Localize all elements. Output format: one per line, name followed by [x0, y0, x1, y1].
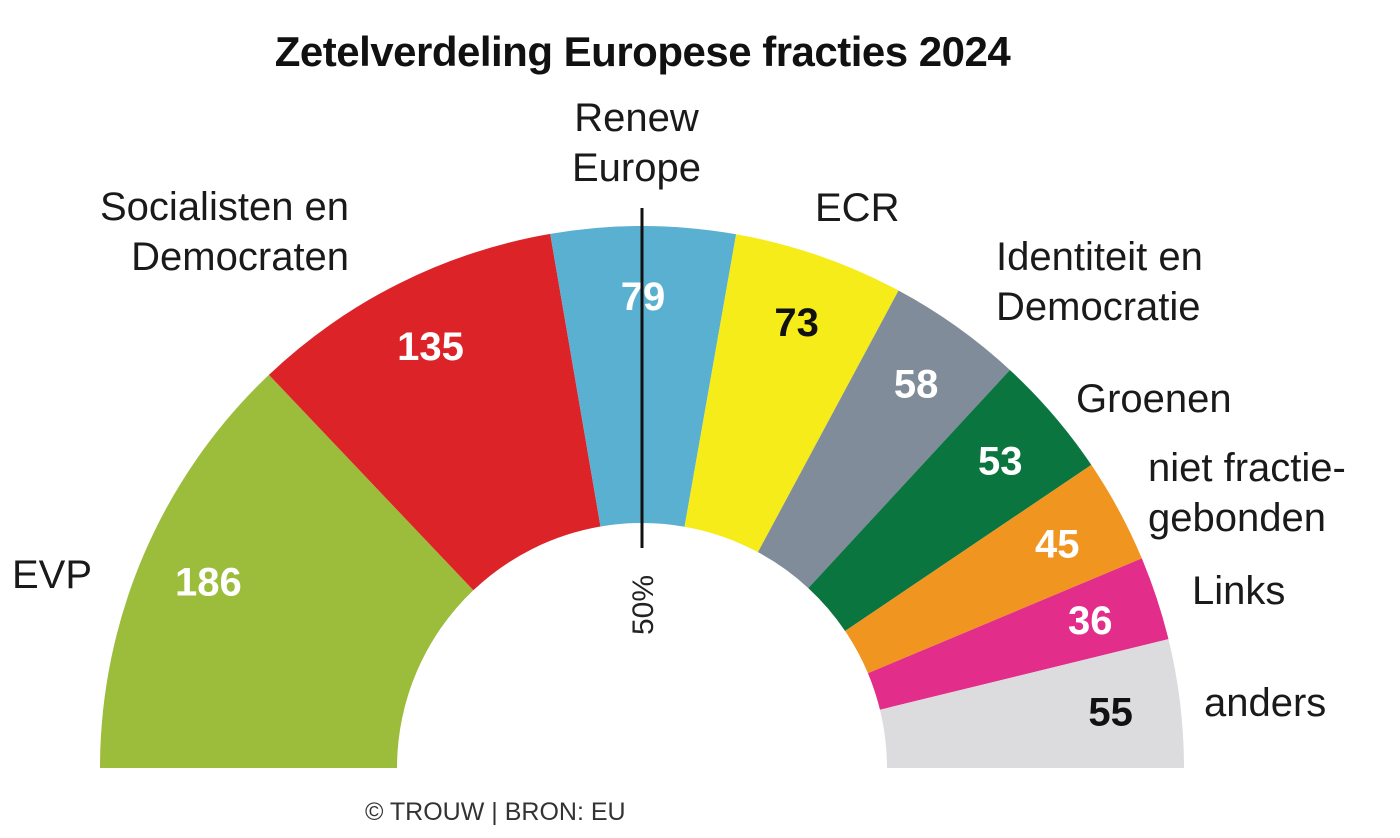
category-label-renew: Renew Europe	[572, 96, 701, 190]
category-label-ecr: ECR	[815, 186, 900, 230]
segment-evp	[100, 374, 474, 768]
value-label: 36	[1068, 599, 1113, 643]
segment-identiteit-en-democratie	[757, 290, 1010, 589]
source-credit: © TROUW | BRON: EU	[365, 798, 626, 826]
category-label-evp: EVP	[12, 553, 93, 597]
segment-groenen	[808, 369, 1092, 631]
category-label-groenen: Groenen	[1076, 377, 1232, 421]
value-label: 186	[175, 561, 242, 605]
value-label: 135	[397, 325, 464, 369]
category-label-id: Identiteit en Democratie	[996, 235, 1203, 329]
segment-anders	[879, 639, 1184, 768]
segment-socialisten-en-democraten	[268, 233, 601, 591]
segment-links	[867, 558, 1169, 710]
category-label-sd: Socialisten en Democraten	[100, 185, 350, 279]
category-label-anders: anders	[1204, 681, 1327, 725]
value-label: 73	[774, 301, 819, 345]
category-label-links: Links	[1192, 569, 1286, 613]
value-label: 58	[894, 363, 939, 407]
chart-title: Zetelverdeling Europese fracties 2024	[274, 28, 1011, 75]
value-label: 53	[978, 440, 1023, 484]
majority-label: 50%	[627, 575, 660, 635]
segment-ecr	[684, 234, 899, 553]
value-label: 55	[1088, 690, 1133, 734]
segment-niet-fractiegebonden	[845, 464, 1142, 674]
value-label: 45	[1035, 523, 1080, 567]
category-label-ni: niet fractie-gebonden	[1148, 446, 1346, 540]
